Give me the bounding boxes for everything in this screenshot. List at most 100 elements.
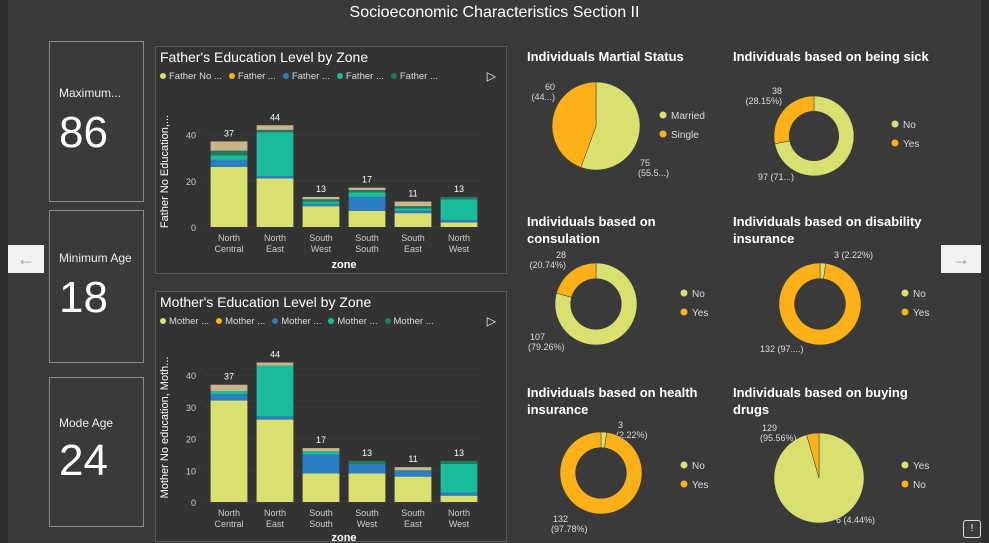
legend-dot [659, 111, 667, 119]
slice-data-label: 60 [545, 82, 555, 92]
legend-label: Married [671, 111, 705, 122]
bar-segment [394, 210, 432, 214]
legend-next-icon[interactable]: ▷ [486, 314, 496, 328]
kpi-card-mode-age: Mode Age 24 [49, 377, 144, 527]
kpi-value: 18 [59, 273, 108, 322]
legend-dot [680, 461, 688, 469]
slice-percent-label: (28.15%) [745, 96, 782, 106]
pie-title-disability: Individuals based on disability insuranc… [733, 214, 922, 246]
bar-segment [302, 448, 340, 452]
legend-label: Father ... [345, 71, 384, 82]
bar-segment [256, 178, 294, 227]
legend-label: Yes [913, 308, 929, 319]
bar-segment [210, 159, 248, 167]
legend-dot [272, 318, 279, 325]
legend-label: No [692, 461, 705, 472]
pie-slice [778, 262, 862, 346]
legend-label: Yes [903, 139, 919, 150]
bar-segment [394, 476, 432, 502]
pie-slice [774, 95, 855, 177]
left-edge [0, 0, 8, 543]
x-tick-label: South [355, 508, 379, 518]
bar-segment [210, 391, 248, 395]
bar-segment [348, 187, 386, 190]
legend-item[interactable]: Mother ... [216, 316, 265, 327]
legend-item[interactable]: Father ... [282, 71, 330, 82]
x-tick-label: South [355, 244, 379, 254]
y-tick-label: 40 [186, 131, 196, 141]
kpi-value: 86 [59, 108, 108, 157]
bar-total-label: 17 [362, 175, 372, 185]
legend-label: Yes [913, 461, 929, 472]
bar-total-label: 13 [454, 184, 464, 194]
bar-total-label: 37 [224, 128, 234, 138]
slice-percent-label: (97.78%) [551, 524, 588, 534]
bar-segment [440, 196, 478, 200]
pie-slice [580, 81, 641, 171]
legend-label: Father ... [291, 71, 330, 82]
legend-item[interactable]: Mother ... [272, 316, 321, 327]
x-axis-label: zone [331, 259, 356, 271]
legend-item[interactable]: Father ... [228, 71, 276, 82]
pie-slice [556, 262, 597, 298]
bar-segment [210, 150, 248, 156]
father-education-chart: Father's Education Level by Zone Father … [155, 46, 507, 274]
info-button[interactable]: ! [963, 520, 981, 538]
bar-segment [394, 470, 432, 477]
slice-data-label: 75 [640, 158, 650, 168]
bar-total-label: 44 [270, 350, 280, 360]
slice-data-label: 38 [772, 86, 782, 96]
bar-segment [210, 394, 248, 401]
bar-segment [302, 454, 340, 474]
x-tick-label: South [309, 519, 333, 529]
slice-data-label: 6 (4.44%) [836, 515, 875, 525]
x-tick-label: East [266, 519, 285, 529]
bar-segment [210, 166, 248, 227]
bar-segment [256, 365, 294, 417]
legend-dot [384, 318, 391, 325]
slice-data-label: 132 (97....) [760, 344, 804, 354]
x-tick-label: East [404, 519, 423, 529]
legend-dot [160, 73, 166, 80]
bar-segment [440, 222, 478, 227]
bar-total-label: 44 [270, 112, 280, 122]
legend-label: Mother ... [281, 316, 322, 327]
legend-item[interactable]: Father ... [336, 71, 384, 82]
legend-item[interactable]: Father ... [390, 71, 438, 82]
slice-percent-label: (20.74%) [529, 260, 566, 270]
x-tick-label: West [449, 244, 470, 254]
y-tick-label: 0 [191, 223, 196, 233]
bar-segment [210, 141, 248, 151]
legend-item[interactable]: Mother ... [384, 316, 434, 327]
pie-title-consultation: Individuals based on consulation [527, 214, 656, 246]
bar-segment [394, 201, 432, 207]
bar-segment [348, 196, 386, 211]
bar-total-label: 13 [316, 184, 326, 194]
legend-dot [659, 130, 667, 138]
bar-segment [440, 199, 478, 221]
x-tick-label: West [311, 244, 332, 254]
legend-item[interactable]: Father No ... [160, 71, 222, 82]
legend-item[interactable]: Mother ... [160, 316, 209, 327]
bar-total-label: 13 [454, 448, 464, 458]
page-title: Socioeconomic Characteristics Section II [349, 4, 640, 21]
legend-next-icon[interactable]: ▷ [486, 69, 496, 83]
bar-segment [440, 220, 478, 223]
x-tick-label: South [309, 233, 333, 243]
legend-item[interactable]: Mother ... [328, 316, 378, 327]
bar-segment [256, 176, 294, 179]
prev-page-button[interactable]: ← [8, 245, 44, 273]
bar-segment [256, 362, 294, 366]
pie-slice [773, 95, 815, 145]
legend-dot [336, 73, 343, 80]
bar-segment [440, 463, 478, 493]
bar-segment [440, 460, 478, 464]
legend-label: No [903, 120, 916, 131]
legend-dot [901, 289, 909, 297]
bar-segment [302, 203, 340, 207]
slice-percent-label: (2.22%) [616, 430, 648, 440]
legend-dot [891, 139, 899, 147]
next-page-button[interactable]: → [941, 245, 981, 273]
legend-dot [228, 73, 235, 80]
